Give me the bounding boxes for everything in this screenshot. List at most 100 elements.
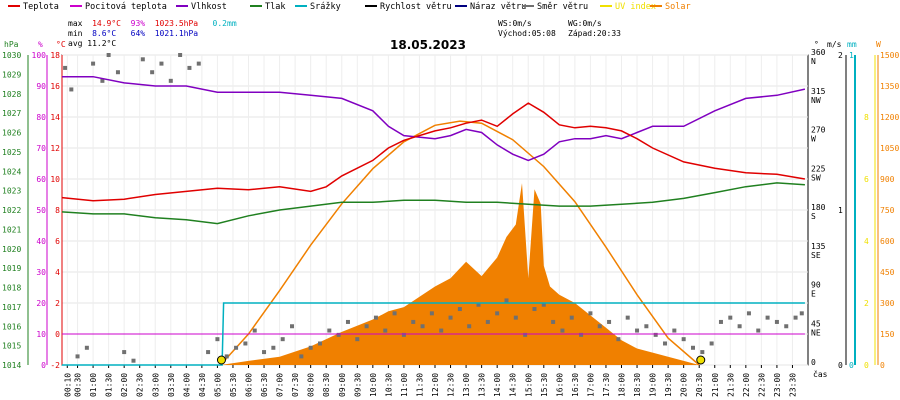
legend-label: Tlak [265,2,286,12]
tick-label-celsius: 8 [55,206,60,215]
wind-direction-point [178,53,183,57]
wind-direction-point [523,332,528,337]
x-tick-label: 07:00 [276,373,285,397]
sunset-marker [696,355,706,365]
wind-direction-point [551,319,556,324]
x-tick-label: 14:00 [493,373,502,397]
solar-area [220,183,700,365]
x-tick-label: 11:30 [415,373,424,397]
x-tick-label: 16:00 [555,373,564,397]
wind-direction-point [262,350,267,355]
tick-label-compass: N [811,57,816,66]
tick-label-hpa: 1026 [2,129,21,138]
wind-direction-point [485,319,490,324]
tick-label-w: 750 [880,206,895,215]
stat-sunset: Západ:20:33 [568,29,621,38]
axis-celsius-label: °C [56,40,66,49]
axis-degrees-label: ° [814,40,819,49]
tick-label-hpa: 1016 [2,322,21,331]
wind-direction-point [327,328,332,333]
stat-ws: WS:0m/s [498,19,532,28]
tick-label-uv: 0 [864,361,869,370]
tick-label-w: 0 [880,361,885,370]
wind-direction-point [672,328,677,333]
x-tick-label: 23:30 [788,373,797,397]
wind-direction-point [681,337,686,342]
wind-direction-point [206,350,211,355]
tick-label-hpa: 1023 [2,187,21,196]
tick-label-compass: NE [811,328,821,337]
tick-label-degrees: 315 [811,87,826,96]
wind-direction-point [122,350,127,355]
tick-label-degrees: 270 [811,126,826,135]
stats-avg: avg 11.2°C [68,39,117,48]
wind-direction-point [91,61,96,66]
x-tick-label: 11:00 [400,373,409,397]
wind-direction-point [336,332,341,337]
tick-label-uv: 8 [864,113,869,122]
wind-direction-point [355,337,360,342]
tick-label-mm: 1 [849,51,854,60]
tick-label-celsius: 6 [55,237,60,246]
tick-label-degrees: 90 [811,281,821,290]
tick-label-w: 1350 [880,82,899,91]
wind-direction-point [280,337,285,342]
wind-direction-point [106,53,111,57]
legend-swatch [8,4,20,7]
stats-max: max 14.9°C 93% 1023.5hPa 0.2mm [68,19,237,28]
x-tick-label: 17:00 [586,373,595,397]
x-tick-label: 16:30 [571,373,580,397]
wind-direction-point [728,315,733,320]
stat-min-temp: 8.6°C [92,29,117,38]
wind-direction-point [476,302,481,307]
tick-label-hpa: 1028 [2,90,21,99]
stat-max-press: 1023.5hPa [154,19,199,28]
wind-direction-point [392,311,397,316]
x-tick-label: 18:00 [618,373,627,397]
wind-direction-point [299,354,304,359]
x-tick-label: 22:00 [742,373,751,397]
tick-label-celsius: 18 [50,51,60,60]
x-tick-label: 05:00 [213,373,222,397]
x-tick-label: 13:00 [462,373,471,397]
tick-label-w: 150 [880,330,895,339]
legend-swatch [455,4,467,7]
wind-direction-point [709,341,714,346]
tick-label-degrees: 360 [811,48,826,57]
tick-label-percent: 100 [32,51,47,60]
wind-direction-point [429,311,434,316]
wind-direction-point [150,70,155,75]
tick-label-degrees: 45 [811,319,821,328]
legend-item: Srážky [295,2,341,12]
wind-direction-point [635,328,640,333]
x-tick-label: 09:30 [353,373,362,397]
wind-direction-point [383,328,388,333]
wind-direction-point [653,332,658,337]
wind-direction-point [215,337,220,342]
legend-label: Solar [665,2,691,12]
tick-label-compass: E [811,290,816,299]
solar-clearsky-line [219,120,700,366]
tick-label-hpa: 1015 [2,342,21,351]
legend-label: Srážky [310,2,341,12]
wind-direction-point [784,324,789,329]
wind-direction-point [793,315,798,320]
axis-mm-label: mm [847,40,857,49]
wind-direction-point [159,61,164,66]
tick-label-w: 1200 [880,113,899,122]
wind-direction-point [243,341,248,346]
tick-label-hpa: 1014 [2,361,21,370]
tick-label-compass: SE [811,251,821,260]
wind-direction-point [271,345,276,350]
tick-label-uv: 4 [864,237,869,246]
stat-max-rain: 0.2mm [212,19,237,28]
legend-swatch [295,4,307,7]
legend-label: Rychlost větru [380,2,452,12]
legend-label: Náraz větru [470,2,527,12]
legend-item: Solar [650,2,691,12]
legend-label: Směr větru [537,2,589,12]
wind-direction-point [115,70,120,75]
legend-item: Směr větru [522,2,588,12]
tick-label-hpa: 1017 [2,303,21,312]
